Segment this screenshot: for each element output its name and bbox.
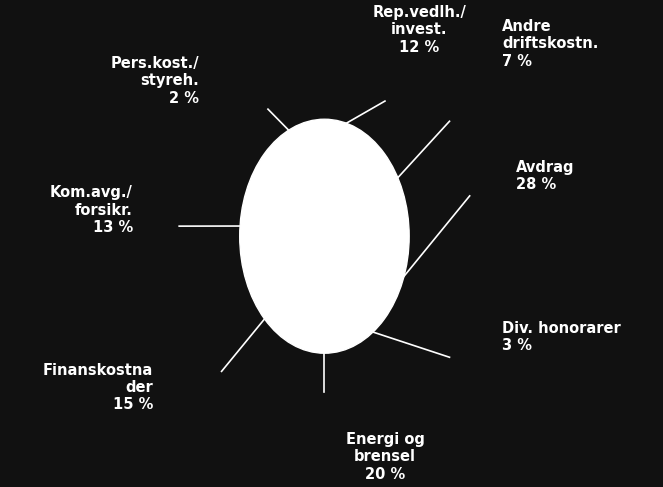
Text: Kom.avg./
forsikr.
13 %: Kom.avg./ forsikr. 13 % xyxy=(50,185,133,235)
Text: Avdrag
28 %: Avdrag 28 % xyxy=(516,160,575,192)
Text: Pers.kost./
styreh.
2 %: Pers.kost./ styreh. 2 % xyxy=(111,56,200,106)
Text: Andre
driftskostn.
7 %: Andre driftskostn. 7 % xyxy=(502,19,598,69)
Text: Finanskostna
der
15 %: Finanskostna der 15 % xyxy=(42,363,153,412)
Text: Div. honorarer
3 %: Div. honorarer 3 % xyxy=(502,321,621,353)
Text: Rep.vedlh./
invest.
12 %: Rep.vedlh./ invest. 12 % xyxy=(373,5,466,55)
Text: Energi og
brensel
20 %: Energi og brensel 20 % xyxy=(345,432,424,482)
Ellipse shape xyxy=(240,119,409,353)
